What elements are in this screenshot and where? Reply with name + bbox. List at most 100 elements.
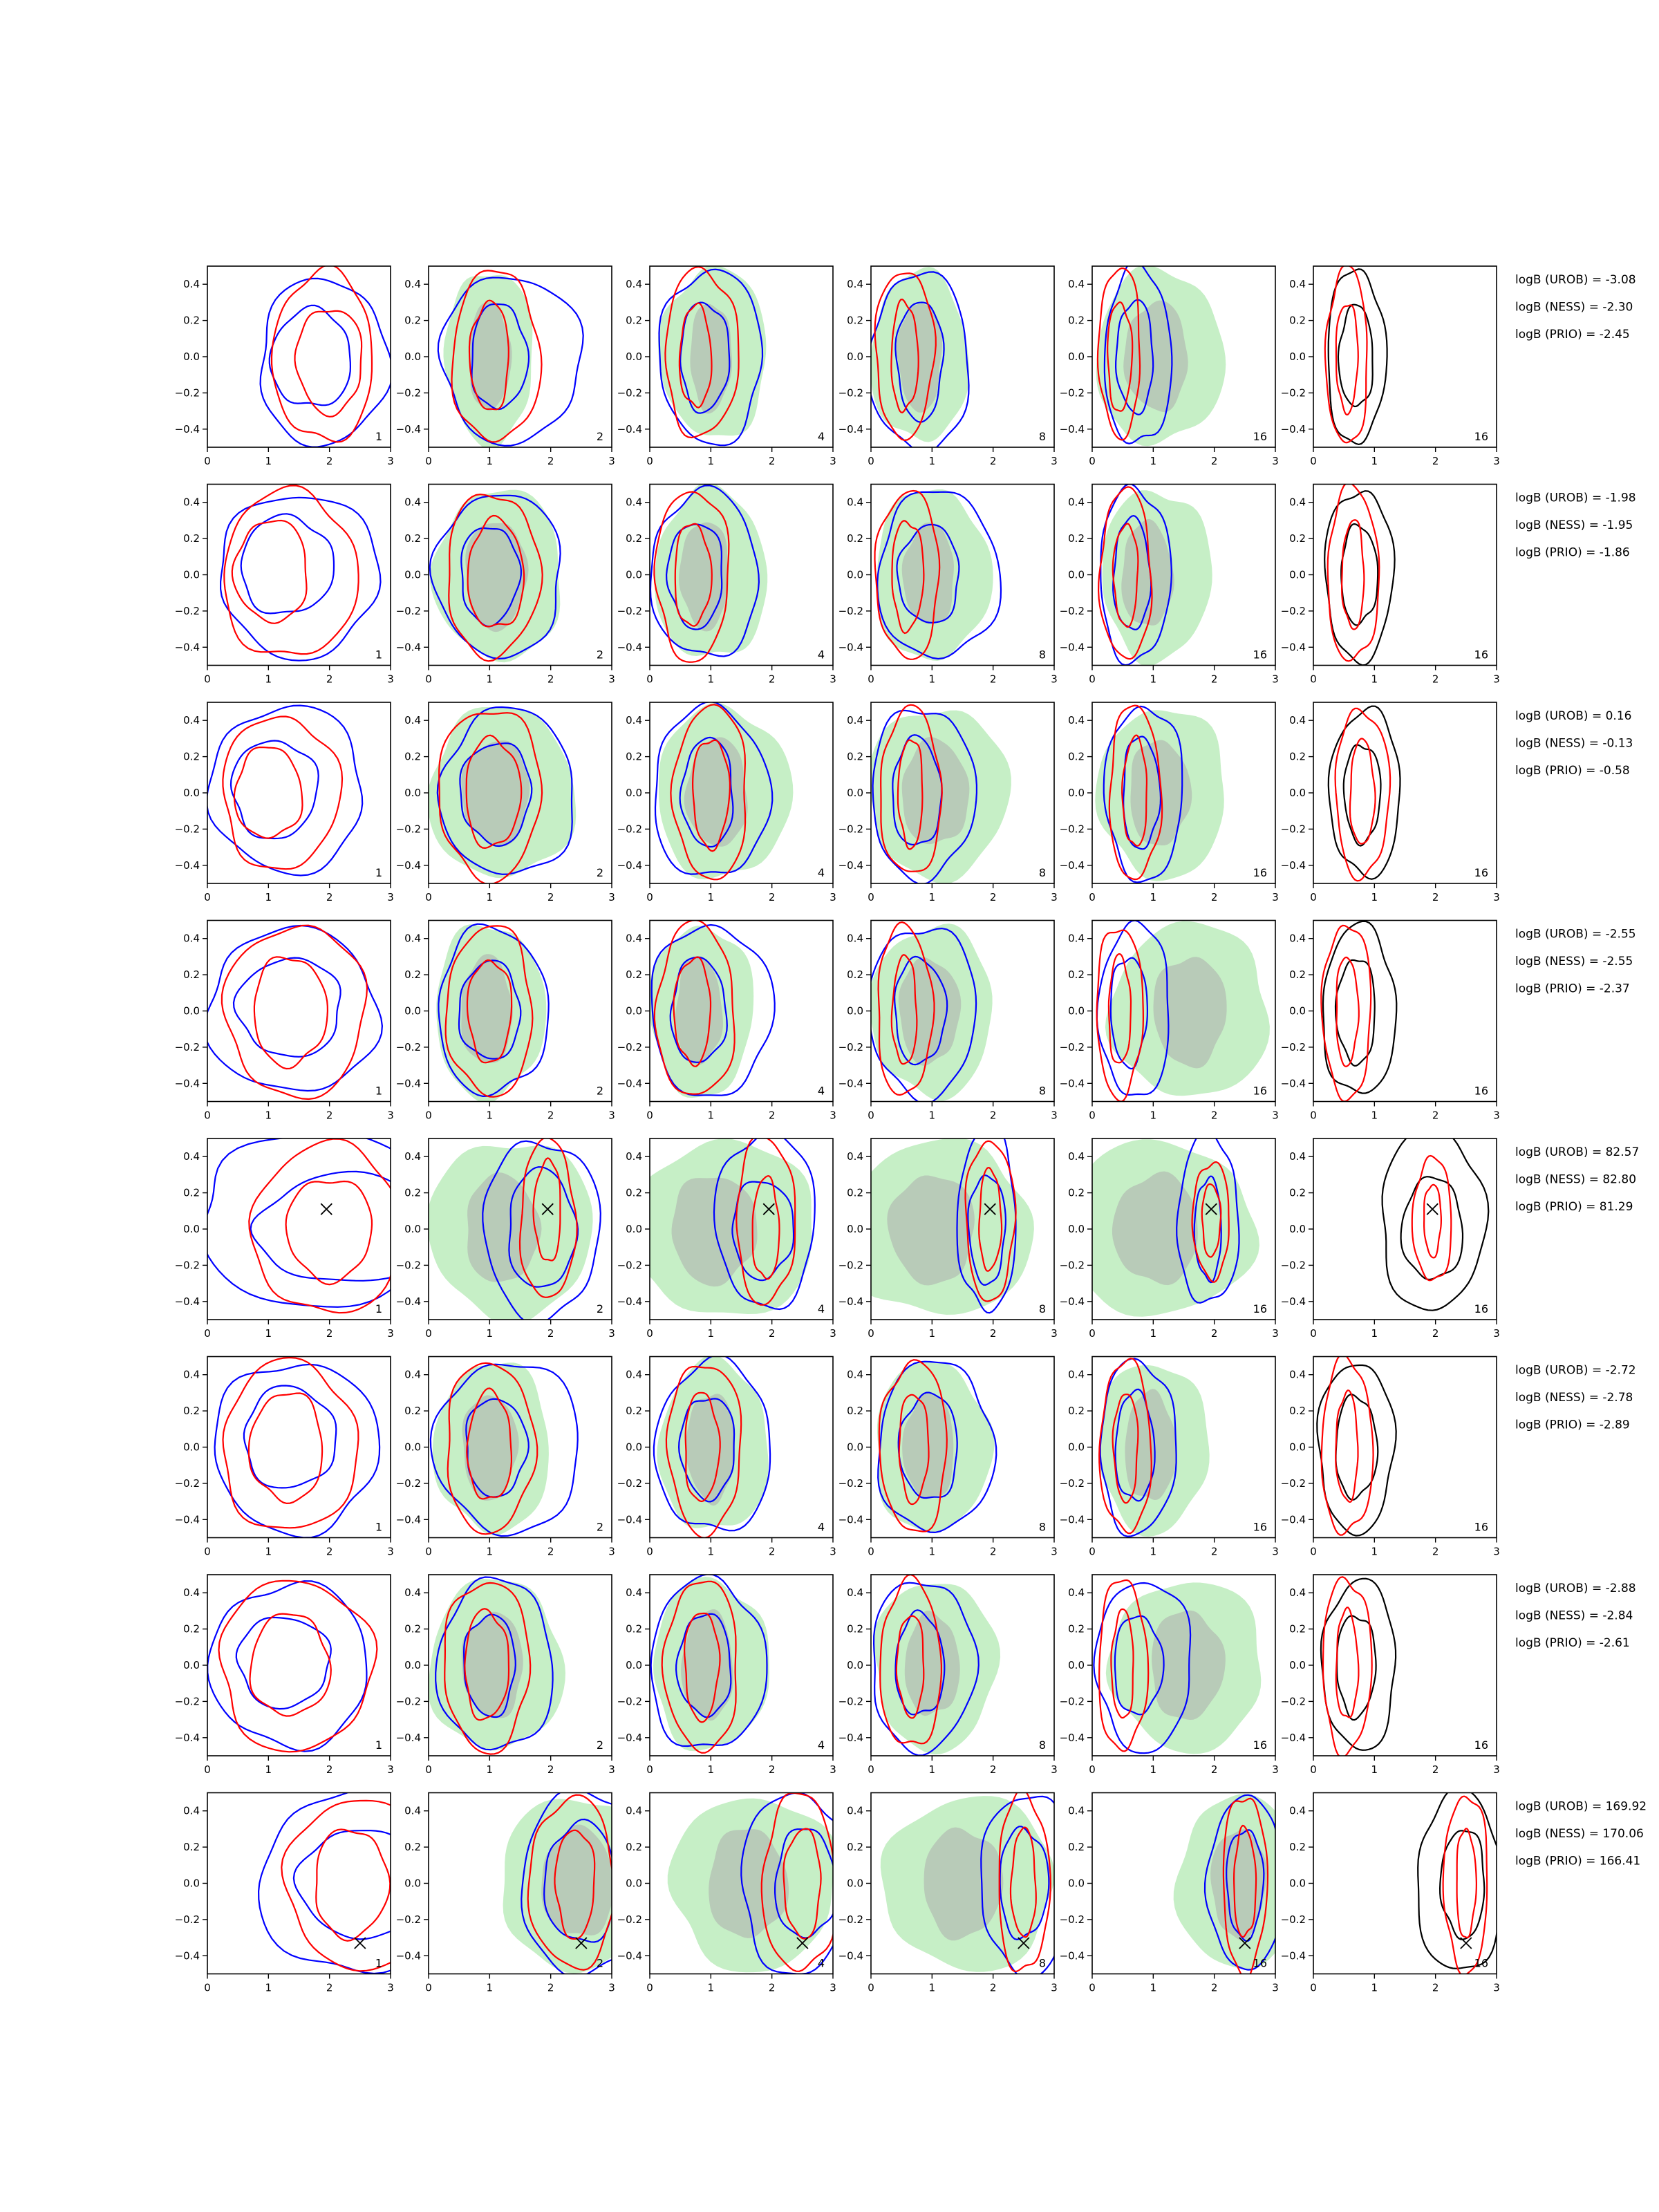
x-tick-label: 2	[990, 1327, 997, 1340]
panel-index-label: 1	[375, 1957, 382, 1970]
ness-contour-outer	[664, 266, 740, 439]
y-tick-label: −0.2	[1281, 1477, 1306, 1490]
ness-contour-inner	[1107, 953, 1132, 1064]
panel-r8-c2: 0.40.20.0−0.2−0.40 1 2 32	[396, 1792, 615, 1994]
y-tick-label: 0.4	[1289, 1805, 1306, 1817]
y-tick-label: 0.0	[1289, 569, 1306, 581]
y-tick-label: 0.4	[1068, 1805, 1085, 1817]
y-tick-label: 0.2	[1068, 1841, 1085, 1853]
ness-contour-outer	[248, 1138, 391, 1314]
x-tick-label: 2	[769, 1109, 776, 1122]
x-tick-label: 2	[1432, 455, 1439, 467]
panel-contents	[871, 267, 970, 447]
ness-contour-outer	[1097, 486, 1153, 660]
panel-contents	[1316, 1356, 1397, 1537]
x-tick-label: 3	[830, 455, 836, 467]
panel-contents	[220, 485, 382, 662]
y-tick-label: 0.0	[626, 1659, 642, 1671]
panel-index-label: 16	[1253, 1085, 1267, 1098]
y-tick-label: 0.4	[847, 1150, 863, 1163]
y-tick-label: 0.2	[1068, 315, 1085, 327]
panel-contents	[650, 484, 768, 663]
x-tick-label: 0	[868, 455, 874, 467]
x-tick-label: 3	[1272, 891, 1279, 903]
x-tick-label: 1	[708, 1546, 715, 1558]
urob-contour-inner	[1226, 1829, 1265, 1942]
x-tick-label: 2	[1432, 1109, 1439, 1122]
y-tick-label: −0.2	[838, 605, 863, 617]
y-tick-label: −0.4	[838, 641, 863, 653]
x-tick-label: 0	[1310, 1546, 1317, 1558]
panel-contents	[503, 1792, 612, 1974]
x-tick-label: 2	[769, 673, 776, 686]
y-tick-label: 0.2	[183, 751, 200, 763]
y-tick-label: 0.4	[1068, 1150, 1085, 1163]
panel-index-label: 2	[597, 1302, 603, 1315]
x-tick-label: 2	[326, 1546, 333, 1558]
ness-contour-outer	[1098, 1579, 1150, 1752]
y-tick-label: −0.4	[1060, 1077, 1085, 1089]
ness-contour-inner	[691, 739, 731, 852]
y-tick-label: −0.4	[396, 1732, 421, 1744]
x-tick-label: 3	[608, 1546, 615, 1558]
y-tick-label: 0.4	[1068, 932, 1085, 945]
prior-fill-inner	[470, 302, 512, 411]
y-tick-label: 0.0	[1289, 1223, 1306, 1235]
x-tick-label: 3	[830, 1982, 836, 1994]
y-tick-label: −0.4	[838, 859, 863, 872]
ness-contour-outer	[270, 266, 373, 443]
ness-contour-outer	[878, 1359, 948, 1533]
y-tick-label: 0.2	[847, 532, 863, 545]
x-tick-label: 1	[929, 891, 936, 903]
x-tick-label: 3	[830, 673, 836, 686]
x-tick-label: 3	[387, 1763, 394, 1776]
y-tick-label: 0.2	[1289, 1187, 1306, 1199]
y-tick-label: −0.2	[838, 823, 863, 835]
urob-contour-outer	[482, 1140, 601, 1320]
panel-index-label: 16	[1474, 866, 1488, 879]
prior-fill-inner	[461, 954, 513, 1063]
x-tick-label: 3	[1493, 891, 1500, 903]
panel-r8-c3: 0.4 0.2 0.0 −0.2 −0.4 0 1 2 34	[617, 1792, 836, 1994]
ness-contour-outer	[518, 1138, 578, 1298]
x-tick-label: 3	[830, 1763, 836, 1776]
plot-row-4: 0.40.20.0−0.2−0.40 1 2 310.40.20.0−0.2−0.40…	[175, 919, 1636, 1122]
y-tick-label: 0.4	[1068, 1369, 1085, 1381]
panel-contents	[871, 921, 993, 1102]
ness-contour-outer	[879, 1575, 942, 1745]
urob-contour-inner	[268, 304, 352, 406]
x-tick-label: 1	[1150, 673, 1157, 686]
plot-row-2: 0.40.20.0−0.2−0.40 1 2 310.40.20.0−0.2−0.40…	[175, 483, 1636, 686]
panel-index-label: 2	[597, 430, 603, 443]
prior-fill-inner	[1153, 957, 1227, 1069]
y-tick-label: −0.2	[617, 386, 642, 399]
x-tick-label: 1	[265, 455, 272, 467]
x-tick-label: 1	[1150, 1327, 1157, 1340]
x-tick-label: 2	[990, 1763, 997, 1776]
x-tick-label: 0	[204, 673, 211, 686]
x-tick-label: 0	[646, 1327, 653, 1340]
panel-index-label: 16	[1474, 648, 1488, 662]
urob-contour-outer	[650, 485, 760, 657]
ness-contour-outer	[1327, 484, 1380, 662]
y-tick-label: 0.4	[1289, 714, 1306, 727]
urob-contour-inner	[240, 513, 335, 615]
y-tick-label: 0.2	[847, 1623, 863, 1635]
panel-contents	[207, 704, 364, 877]
y-tick-label: −0.4	[838, 1295, 863, 1308]
ness-contour-outer	[527, 1794, 612, 1971]
ness-contour-outer	[1324, 266, 1368, 444]
x-tick-label: 3	[1051, 673, 1058, 686]
x-tick-label: 3	[1493, 1327, 1500, 1340]
y-tick-label: −0.4	[617, 859, 642, 872]
x-tick-label: 2	[1211, 673, 1218, 686]
x-tick-label: 2	[1211, 891, 1218, 903]
urob-contour-outer	[653, 1356, 771, 1532]
urob-contour-inner	[471, 303, 530, 411]
logb-line: logB (UROB) = -2.88	[1515, 1582, 1636, 1595]
prio-contour-outer	[1322, 920, 1398, 1094]
x-tick-label: 2	[547, 1546, 554, 1558]
y-tick-label: 0.0	[1289, 1877, 1306, 1890]
x-tick-label: 1	[1371, 455, 1378, 467]
panel-contents	[1095, 704, 1224, 883]
